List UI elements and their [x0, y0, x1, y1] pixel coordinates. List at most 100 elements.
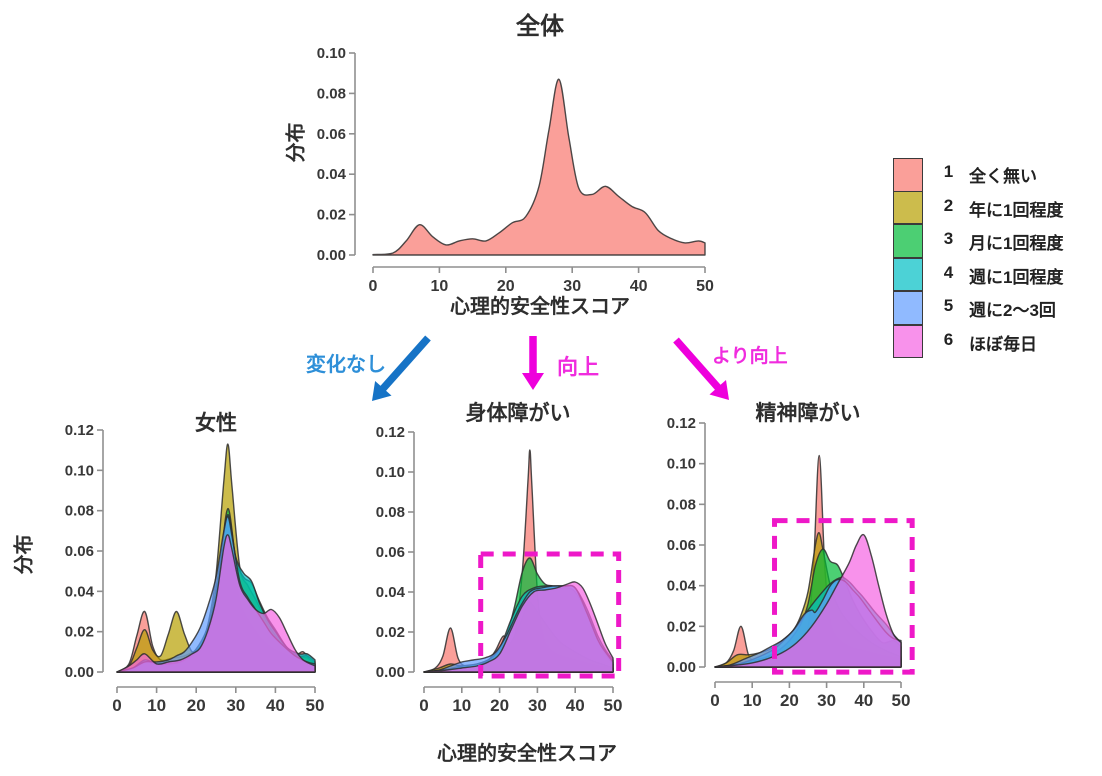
svg-text:10: 10	[452, 696, 471, 715]
svg-text:0: 0	[419, 696, 428, 715]
legend-item: 4 週に1回程度	[893, 257, 1064, 293]
svg-text:30: 30	[528, 696, 547, 715]
svg-text:0.10: 0.10	[667, 456, 696, 473]
svg-text:50: 50	[892, 691, 911, 710]
svg-text:0.08: 0.08	[65, 503, 94, 520]
legend-item: 5 週に2～3回	[893, 291, 1063, 326]
svg-text:0.00: 0.00	[376, 664, 405, 681]
svg-text:0.10: 0.10	[376, 464, 405, 481]
svg-text:40: 40	[566, 696, 585, 715]
svg-text:20: 20	[490, 696, 509, 715]
svg-text:40: 40	[266, 696, 285, 715]
legend-label: 年に1回程度	[969, 200, 1064, 220]
plot-title-mental: 精神障がい	[755, 402, 861, 425]
arrow-label-improve-more: より向上	[712, 346, 788, 367]
y-axis-label-bottom: 分布	[13, 534, 36, 575]
svg-text:0.00: 0.00	[667, 659, 696, 676]
arrow-head-improve	[522, 373, 544, 390]
svg-text:0.00: 0.00	[65, 664, 94, 681]
svg-text:0.02: 0.02	[376, 624, 405, 641]
arrow-shaft-no-change	[379, 335, 431, 393]
legend-label: 週に1回程度	[969, 267, 1064, 287]
svg-text:0.04: 0.04	[667, 578, 697, 595]
legend-label: 週に2～3回	[969, 301, 1056, 321]
svg-text:10: 10	[431, 278, 449, 295]
svg-text:0.02: 0.02	[667, 618, 696, 635]
density-plot-women: 0.00 0.02 0.04 0.06 0.08 0.10 0.12 0 10 20 30 40 50	[65, 422, 325, 715]
legend-item: 6 ほぼ毎日	[893, 324, 1063, 360]
legend-item: 1 全く無い	[893, 158, 1063, 192]
legend-num: 2	[943, 195, 954, 215]
legend-label: ほぼ毎日	[969, 334, 1037, 354]
density-area	[116, 534, 316, 673]
svg-text:0.04: 0.04	[317, 166, 347, 183]
svg-text:0.06: 0.06	[317, 126, 346, 143]
legend-num: 4	[943, 262, 954, 282]
svg-text:50: 50	[306, 696, 325, 715]
svg-text:30: 30	[226, 696, 245, 715]
legend-item: 2 年に1回程度	[893, 190, 1064, 226]
legend-swatch-6	[893, 324, 923, 359]
svg-text:50: 50	[604, 696, 623, 715]
plot-title-physical: 身体障がい	[465, 402, 571, 425]
x-axis-label-top: 心理的安全性スコア	[450, 296, 630, 318]
svg-text:0.00: 0.00	[317, 247, 346, 264]
svg-text:0: 0	[369, 278, 378, 295]
svg-text:0.10: 0.10	[65, 462, 94, 479]
svg-text:0.02: 0.02	[317, 207, 346, 224]
highlight-box	[772, 518, 915, 675]
legend-num: 3	[943, 229, 954, 249]
svg-text:30: 30	[817, 691, 836, 710]
svg-text:30: 30	[563, 278, 581, 295]
density-plot-physical: 0.00 0.02 0.04 0.06 0.08 0.10 0.12 0 10 20 30 40 50	[376, 424, 623, 715]
legend-swatch-3	[893, 224, 923, 258]
svg-text:0: 0	[710, 691, 719, 710]
legend-label: 全く無い	[969, 167, 1037, 187]
svg-text:20: 20	[187, 696, 206, 715]
svg-text:0.06: 0.06	[65, 543, 94, 560]
legend-swatch-2	[893, 190, 923, 225]
arrow-head-no-change	[372, 381, 392, 401]
svg-text:40: 40	[630, 278, 648, 295]
arrow-label-no-change: 変化なし	[306, 354, 386, 376]
svg-text:10: 10	[147, 696, 166, 715]
svg-text:40: 40	[854, 691, 873, 710]
arrow-label-improve: 向上	[557, 356, 599, 379]
legend-num: 6	[943, 329, 954, 349]
svg-text:50: 50	[696, 278, 714, 295]
legend-swatch-4	[893, 257, 923, 292]
legend-num: 1	[943, 162, 954, 182]
highlight-box	[478, 551, 622, 679]
svg-text:0.06: 0.06	[376, 544, 405, 561]
svg-text:0.06: 0.06	[667, 537, 696, 554]
density-plot-overall: 0.00 0.02 0.04 0.06 0.08 0.10 0 10 20 30 40 50	[317, 45, 714, 295]
legend-swatch-1	[893, 158, 923, 192]
svg-text:0.12: 0.12	[65, 422, 94, 439]
svg-text:0.04: 0.04	[65, 583, 95, 600]
density-area	[372, 78, 706, 256]
svg-text:10: 10	[743, 691, 762, 710]
svg-text:0.04: 0.04	[376, 584, 406, 601]
plot-title-women: 女性	[195, 412, 237, 435]
svg-text:0.08: 0.08	[376, 504, 405, 521]
legend-swatch-5	[893, 291, 923, 325]
legend-item: 3 月に1回程度	[893, 224, 1064, 259]
plot-title-overall: 全体	[516, 13, 564, 40]
svg-text:0.10: 0.10	[317, 45, 346, 62]
density-area	[423, 581, 614, 673]
density-area	[714, 533, 902, 668]
legend-label: 月に1回程度	[969, 234, 1064, 254]
svg-text:0.12: 0.12	[667, 415, 696, 432]
svg-text:20: 20	[780, 691, 799, 710]
svg-text:0.12: 0.12	[376, 424, 405, 441]
x-axis-label-bottom: 心理的安全性スコア	[437, 743, 617, 765]
svg-text:0.02: 0.02	[65, 624, 94, 641]
density-plot-mental: 0.00 0.02 0.04 0.06 0.08 0.10 0.12 0 10 20 30 40 50	[667, 415, 915, 710]
svg-text:0.08: 0.08	[667, 496, 696, 513]
svg-text:0.08: 0.08	[317, 85, 346, 102]
svg-text:20: 20	[497, 278, 515, 295]
legend-num: 5	[943, 296, 954, 316]
svg-text:0: 0	[112, 696, 121, 715]
